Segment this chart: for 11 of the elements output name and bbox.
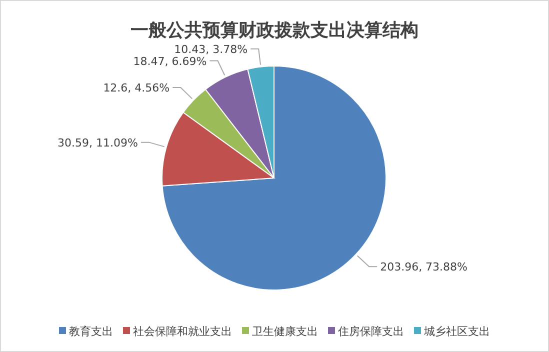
legend-label: 社会保障和就业支出 (133, 325, 232, 338)
legend-label: 教育支出 (69, 325, 113, 338)
data-label: 203.96, 73.88% (380, 260, 468, 274)
data-label: 10.43, 3.78% (174, 42, 248, 56)
data-label: 18.47, 6.69% (133, 54, 207, 68)
data-label: 12.6, 4.56% (103, 82, 170, 95)
legend-label: 城乡社区支出 (423, 325, 490, 338)
legend-label: 住房保障支出 (338, 325, 404, 338)
data-label: 30.59, 11.09% (58, 136, 138, 150)
chart-title: 一般公共预算财政拨款支出决算结构 (130, 20, 418, 41)
legend-label: 卫生健康支出 (252, 325, 318, 338)
